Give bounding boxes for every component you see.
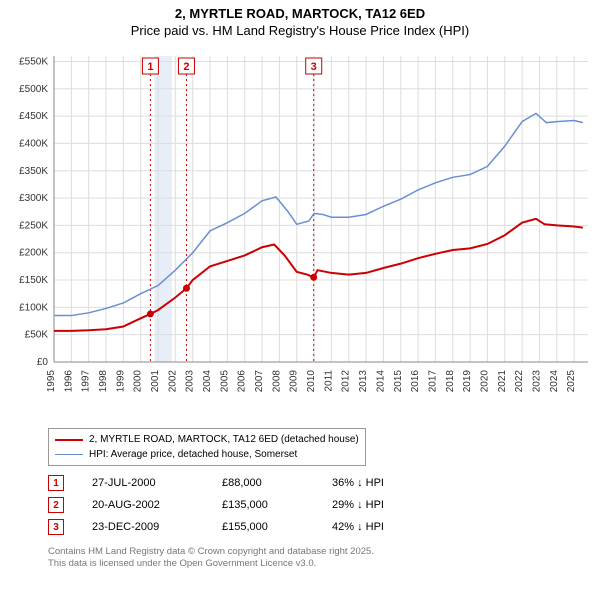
x-tick-label: 1995 bbox=[46, 370, 57, 393]
x-tick-label: 2008 bbox=[271, 370, 282, 393]
y-tick-label: £250K bbox=[19, 220, 48, 231]
y-tick-label: £0 bbox=[37, 357, 49, 368]
x-tick-label: 1996 bbox=[63, 370, 74, 393]
x-tick-label: 1999 bbox=[115, 370, 126, 393]
sales-table: 1 27-JUL-2000£88,00036% ↓ HPI 2 20-AUG-2002… bbox=[48, 472, 452, 538]
row-price: £135,000 bbox=[222, 499, 332, 511]
y-tick-label: £550K bbox=[19, 56, 48, 67]
legend-row: 2, MYRTLE ROAD, MARTOCK, TA12 6ED (detac… bbox=[55, 432, 359, 447]
row-marker: 2 bbox=[48, 497, 64, 513]
row-price: £88,000 bbox=[222, 477, 332, 489]
chart-title: 2, MYRTLE ROAD, MARTOCK, TA12 6ED Price … bbox=[0, 0, 600, 40]
chart: £0 £50K £100K £150K £200K £250K £300K £350K £400… bbox=[10, 50, 590, 420]
row-delta: 42% ↓ HPI bbox=[332, 521, 452, 533]
page: 2, MYRTLE ROAD, MARTOCK, TA12 6ED Price … bbox=[0, 0, 600, 590]
x-tick-label: 1998 bbox=[98, 370, 109, 393]
x-tick-label: 1997 bbox=[81, 370, 92, 393]
x-tick-label: 2000 bbox=[133, 370, 144, 393]
legend: 2, MYRTLE ROAD, MARTOCK, TA12 6ED (detac… bbox=[48, 428, 366, 466]
legend-row: HPI: Average price, detached house, Some… bbox=[55, 447, 359, 462]
y-tick-label: £150K bbox=[19, 275, 48, 286]
sale-marker-num: 2 bbox=[183, 61, 189, 73]
legend-label: HPI: Average price, detached house, Some… bbox=[89, 449, 297, 460]
row-delta: 36% ↓ HPI bbox=[332, 477, 452, 489]
x-tick-label: 2002 bbox=[167, 370, 178, 393]
y-tick-label: £400K bbox=[19, 138, 48, 149]
y-tick-label: £200K bbox=[19, 248, 48, 259]
title-subtitle: Price paid vs. HM Land Registry's House … bbox=[0, 23, 600, 40]
x-tick-label: 2019 bbox=[462, 370, 473, 393]
x-tick-label: 2007 bbox=[254, 370, 265, 393]
sale-dot bbox=[183, 285, 190, 292]
x-tick-label: 2021 bbox=[497, 370, 508, 393]
x-tick-label: 2013 bbox=[358, 370, 369, 393]
footer: Contains HM Land Registry data © Crown c… bbox=[48, 546, 374, 571]
legend-label: 2, MYRTLE ROAD, MARTOCK, TA12 6ED (detac… bbox=[89, 434, 359, 445]
title-address: 2, MYRTLE ROAD, MARTOCK, TA12 6ED bbox=[0, 6, 600, 23]
table-row: 1 27-JUL-2000£88,00036% ↓ HPI bbox=[48, 472, 452, 494]
y-tick-label: £450K bbox=[19, 111, 48, 122]
table-row: 3 23-DEC-2009£155,00042% ↓ HPI bbox=[48, 516, 452, 538]
row-date: 27-JUL-2000 bbox=[92, 477, 222, 489]
x-tick-label: 2025 bbox=[566, 370, 577, 393]
x-tick-label: 2009 bbox=[289, 370, 300, 393]
sale-dot bbox=[310, 274, 317, 281]
shade-band bbox=[155, 56, 172, 362]
x-tick-label: 2023 bbox=[531, 370, 542, 393]
x-tick-label: 2022 bbox=[514, 370, 525, 393]
y-tick-label: £300K bbox=[19, 193, 48, 204]
x-tick-label: 2010 bbox=[306, 370, 317, 393]
x-tick-label: 2011 bbox=[323, 370, 334, 392]
y-tick-label: £500K bbox=[19, 84, 48, 95]
x-tick-label: 2001 bbox=[150, 370, 161, 393]
x-tick-label: 2005 bbox=[219, 370, 230, 393]
x-tick-label: 2003 bbox=[185, 370, 196, 393]
sale-marker-num: 1 bbox=[147, 61, 153, 73]
chart-svg: £0 £50K £100K £150K £200K £250K £300K £350K £400… bbox=[10, 50, 590, 420]
table-row: 2 20-AUG-2002£135,00029% ↓ HPI bbox=[48, 494, 452, 516]
footer-line1: Contains HM Land Registry data © Crown c… bbox=[48, 546, 374, 558]
row-date: 20-AUG-2002 bbox=[92, 499, 222, 511]
x-tick-label: 2017 bbox=[427, 370, 438, 393]
y-tick-label: £100K bbox=[19, 302, 48, 313]
row-price: £155,000 bbox=[222, 521, 332, 533]
x-tick-label: 2006 bbox=[237, 370, 248, 393]
sale-marker-num: 3 bbox=[311, 61, 317, 73]
legend-swatch bbox=[55, 454, 83, 455]
x-tick-label: 2015 bbox=[393, 370, 404, 393]
x-tick-label: 2020 bbox=[479, 370, 490, 393]
x-tick-label: 2016 bbox=[410, 370, 421, 393]
series-price_paid bbox=[54, 219, 583, 331]
y-tick-label: £350K bbox=[19, 166, 48, 177]
x-tick-label: 2018 bbox=[445, 370, 456, 393]
x-tick-label: 2004 bbox=[202, 370, 213, 393]
row-delta: 29% ↓ HPI bbox=[332, 499, 452, 511]
row-date: 23-DEC-2009 bbox=[92, 521, 222, 533]
sale-dot bbox=[147, 310, 154, 317]
x-tick-label: 2012 bbox=[341, 370, 352, 393]
y-tick-label: £50K bbox=[25, 330, 49, 341]
footer-line2: This data is licensed under the Open Gov… bbox=[48, 558, 374, 570]
x-tick-label: 2024 bbox=[549, 370, 560, 393]
row-marker: 3 bbox=[48, 519, 64, 535]
row-marker: 1 bbox=[48, 475, 64, 491]
legend-swatch bbox=[55, 439, 83, 441]
x-tick-label: 2014 bbox=[375, 370, 386, 393]
